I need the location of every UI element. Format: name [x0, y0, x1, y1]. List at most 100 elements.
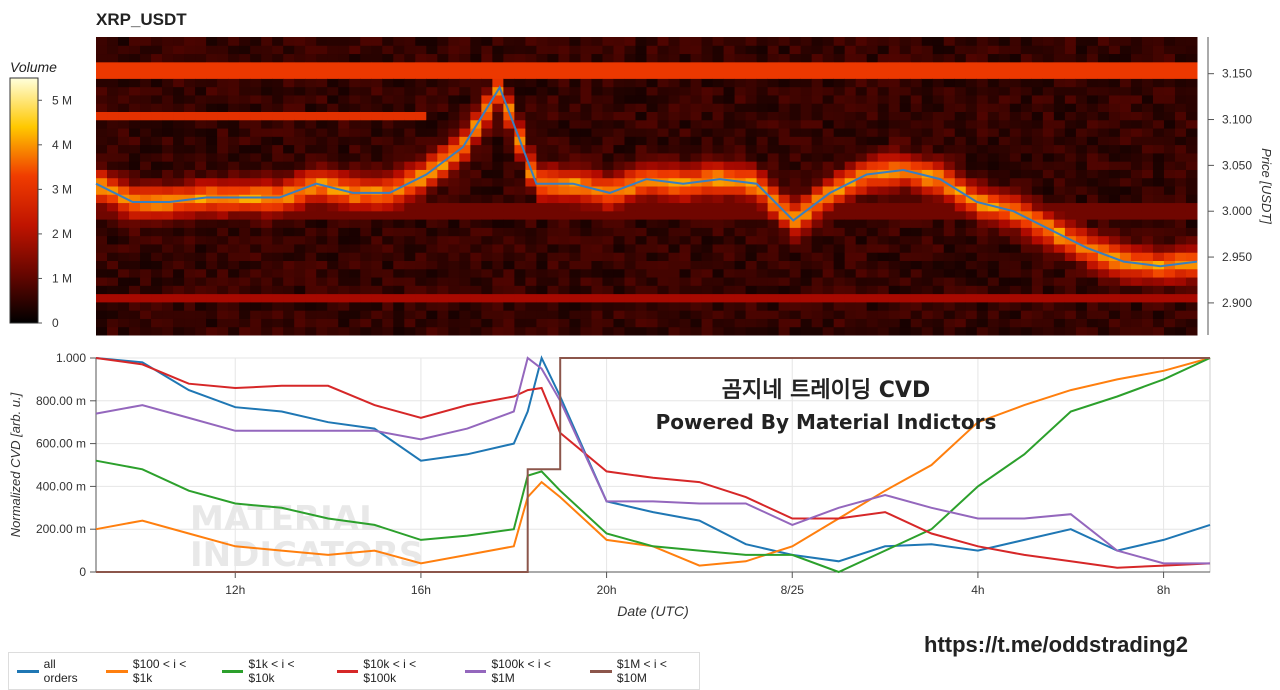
heatmap-cell [283, 252, 295, 261]
heatmap-cell [932, 310, 945, 319]
heatmap-cell [1174, 169, 1187, 179]
heatmap-cell [228, 119, 240, 129]
heatmap-cell [613, 260, 625, 270]
heatmap-cell [1097, 268, 1110, 278]
heatmap-cell [1097, 177, 1110, 187]
heatmap-cell [173, 301, 185, 311]
heatmap-cell [536, 326, 548, 336]
heatmap-cell [118, 86, 130, 96]
heatmap-cell [987, 70, 1000, 79]
heatmap-cell [1064, 277, 1077, 286]
heatmap-cell [1185, 136, 1198, 146]
heatmap-cell [129, 37, 141, 46]
legend-item[interactable]: $10k < i < $100k [336, 657, 451, 685]
heatmap-cell [382, 186, 394, 195]
heatmap-cell [459, 293, 471, 303]
legend-item[interactable]: all orders [17, 657, 92, 685]
heatmap-cell [767, 61, 780, 71]
heatmap-cell [547, 202, 559, 212]
heatmap-cell [800, 301, 813, 311]
heatmap-cell [855, 70, 868, 79]
heatmap-cell [1009, 45, 1022, 55]
heatmap-cell [1119, 70, 1132, 79]
heatmap-cell [1086, 243, 1099, 253]
heatmap-cell [393, 277, 405, 286]
heatmap-cell [855, 53, 868, 63]
heatmap-cell [844, 61, 857, 71]
heatmap-cell [338, 285, 350, 295]
heatmap-cell [921, 61, 934, 71]
heatmap-cell [162, 202, 174, 212]
heatmap-cell [844, 169, 857, 179]
heatmap-cell [1020, 219, 1033, 228]
heatmap-cell [547, 219, 559, 228]
heatmap-cell [1064, 45, 1077, 55]
heatmap-cell [954, 310, 967, 319]
heatmap-cell [547, 186, 559, 195]
heatmap-cell [811, 235, 824, 245]
heatmap-cell [778, 78, 791, 88]
heatmap-cell [965, 227, 978, 237]
heatmap-cell [668, 210, 681, 220]
heatmap-cell [855, 86, 868, 96]
heatmap-cell [228, 144, 240, 154]
heatmap-cell [1141, 161, 1154, 170]
legend-item[interactable]: $1k < i < $10k [221, 657, 323, 685]
telegram-link[interactable]: https://t.me/oddstrading2 [924, 632, 1188, 657]
heatmap-cell [360, 103, 372, 112]
legend-item[interactable]: $100 < i < $1k [106, 657, 208, 685]
heatmap-cell [283, 161, 295, 170]
heatmap-cell [404, 252, 416, 261]
heatmap-cell [305, 260, 317, 270]
price-tick-label: 3.100 [1222, 113, 1252, 127]
heatmap-cell [371, 177, 383, 187]
heatmap-cell [305, 94, 317, 104]
heatmap-cell [987, 252, 1000, 261]
legend-item[interactable]: $1M < i < $10M [590, 657, 699, 685]
heatmap-cell [613, 219, 625, 228]
heatmap-cell [426, 144, 438, 154]
heatmap-cell [371, 119, 383, 129]
heatmap-cell [272, 86, 284, 96]
heatmap-cell [899, 243, 912, 253]
heatmap-cell [1086, 227, 1099, 237]
heatmap-cell [646, 78, 659, 88]
heatmap-cell [217, 177, 229, 187]
heatmap-cell [305, 177, 317, 187]
heatmap-cell [987, 169, 1000, 179]
heatmap-cell [965, 111, 978, 121]
heatmap-cell [888, 94, 901, 104]
heatmap-cell [690, 119, 703, 129]
heatmap-cell [1141, 177, 1154, 187]
heatmap-cell [1163, 268, 1176, 278]
heatmap-cell [613, 161, 625, 170]
legend-item[interactable]: $100k < i < $1M [464, 657, 576, 685]
heatmap-cell [503, 169, 515, 179]
heatmap-cell [844, 277, 857, 286]
heatmap-cell [1174, 202, 1187, 212]
heatmap-cell [1042, 268, 1055, 278]
heatmap-cell [679, 310, 692, 319]
heatmap-cell [921, 103, 934, 112]
heatmap-cell [1020, 194, 1033, 204]
heatmap-cell [954, 70, 967, 79]
heatmap-cell [349, 86, 361, 96]
heatmap-cell [272, 128, 284, 137]
heatmap-cell [525, 235, 537, 245]
heatmap-cell [1119, 219, 1132, 228]
heatmap-cell [283, 119, 295, 129]
heatmap-cell [525, 310, 537, 319]
heatmap-cell [96, 194, 108, 204]
heatmap-cell [888, 186, 901, 195]
heatmap-cell [448, 86, 460, 96]
heatmap-cell [712, 235, 725, 245]
heatmap-cell [624, 94, 636, 104]
heatmap-cell [217, 161, 229, 170]
heatmap-cell [855, 285, 868, 295]
heatmap-cell [1053, 161, 1066, 170]
heatmap-cell [1075, 277, 1088, 286]
heatmap-cell [745, 70, 758, 79]
heatmap-cell [701, 301, 714, 311]
heatmap-cell [415, 252, 427, 261]
heatmap-cell [151, 219, 163, 228]
